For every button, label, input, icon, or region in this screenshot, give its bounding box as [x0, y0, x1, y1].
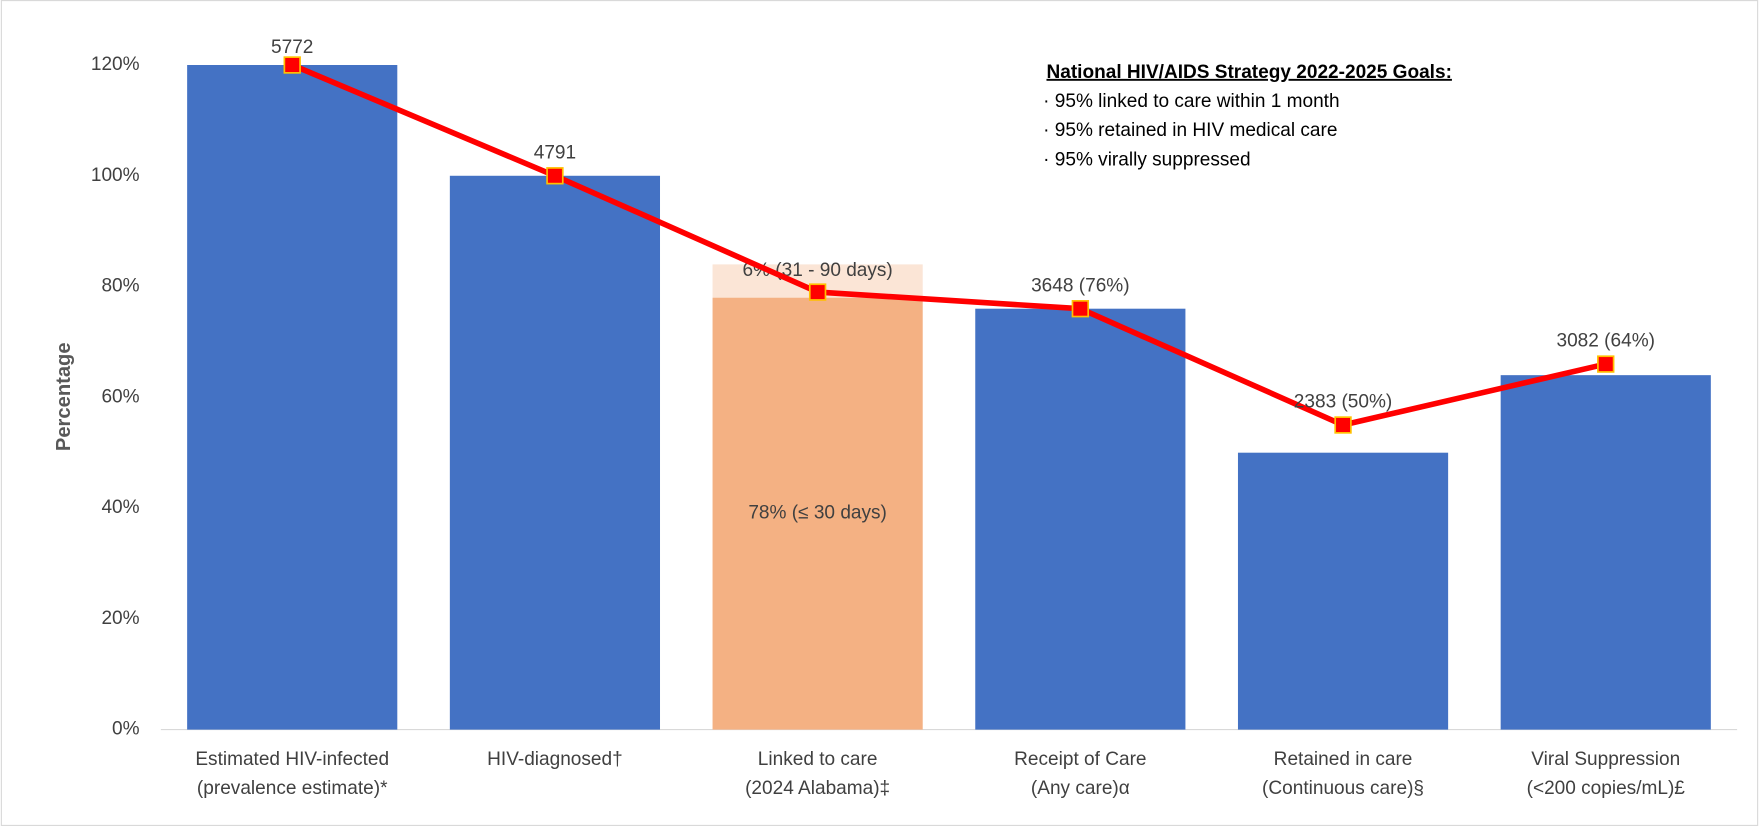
- bar-label: 3082 (64%): [1557, 331, 1655, 352]
- line-marker: [1334, 416, 1352, 434]
- x-tick-label: Receipt of Care: [1014, 749, 1146, 770]
- note-item: · 95% linked to care within 1 month: [1043, 91, 1339, 112]
- line-marker: [283, 56, 301, 74]
- bar-label: 4791: [534, 142, 576, 163]
- y-tick-label: 20%: [101, 608, 139, 629]
- x-tick-label: (Continuous care)§: [1262, 778, 1424, 799]
- note-title: National HIV/AIDS Strategy 2022-2025 Goa…: [1046, 62, 1451, 83]
- y-tick-label: 100%: [91, 165, 140, 186]
- x-tick-label: (<200 copies/mL)£: [1527, 778, 1686, 799]
- x-tick-label: (Any care)α: [1031, 778, 1130, 799]
- y-axis-label: Percentage: [53, 342, 75, 451]
- bar: [712, 297, 923, 730]
- x-tick-label: HIV-diagnosed†: [487, 749, 623, 770]
- x-tick-label: Viral Suppression: [1531, 749, 1680, 770]
- x-tick-label: (2024 Alabama)‡: [745, 778, 890, 799]
- y-tick-label: 60%: [101, 386, 139, 407]
- bar: [187, 65, 398, 730]
- line-marker: [546, 167, 564, 185]
- bar: [449, 175, 661, 730]
- y-tick-label: 80%: [101, 276, 139, 297]
- y-tick-label: 40%: [101, 497, 139, 518]
- line-marker: [1597, 355, 1615, 373]
- note-item: · 95% retained in HIV medical care: [1043, 120, 1337, 141]
- line: [291, 62, 1607, 428]
- line-marker: [1071, 300, 1090, 318]
- bar-label: 3648 (76%): [1031, 275, 1129, 296]
- bar: [975, 308, 1186, 730]
- x-tick-label: Estimated HIV-infected: [195, 749, 389, 770]
- bar-label: 5772: [271, 37, 313, 58]
- x-tick-label: Linked to care: [758, 749, 878, 770]
- bar-value-label: 78% (≤ 30 days): [748, 503, 887, 524]
- x-tick-label: Retained in care: [1274, 749, 1413, 770]
- line-marker: [808, 283, 827, 301]
- bar: [1500, 375, 1711, 730]
- note-item: · 95% virally suppressed: [1043, 149, 1251, 170]
- y-tick-label: 120%: [91, 54, 140, 75]
- bar-label: 2383 (50%): [1294, 392, 1392, 413]
- y-tick-label: 0%: [112, 719, 140, 740]
- bar: [1237, 452, 1449, 730]
- x-tick-label: (prevalence estimate)*: [197, 778, 388, 799]
